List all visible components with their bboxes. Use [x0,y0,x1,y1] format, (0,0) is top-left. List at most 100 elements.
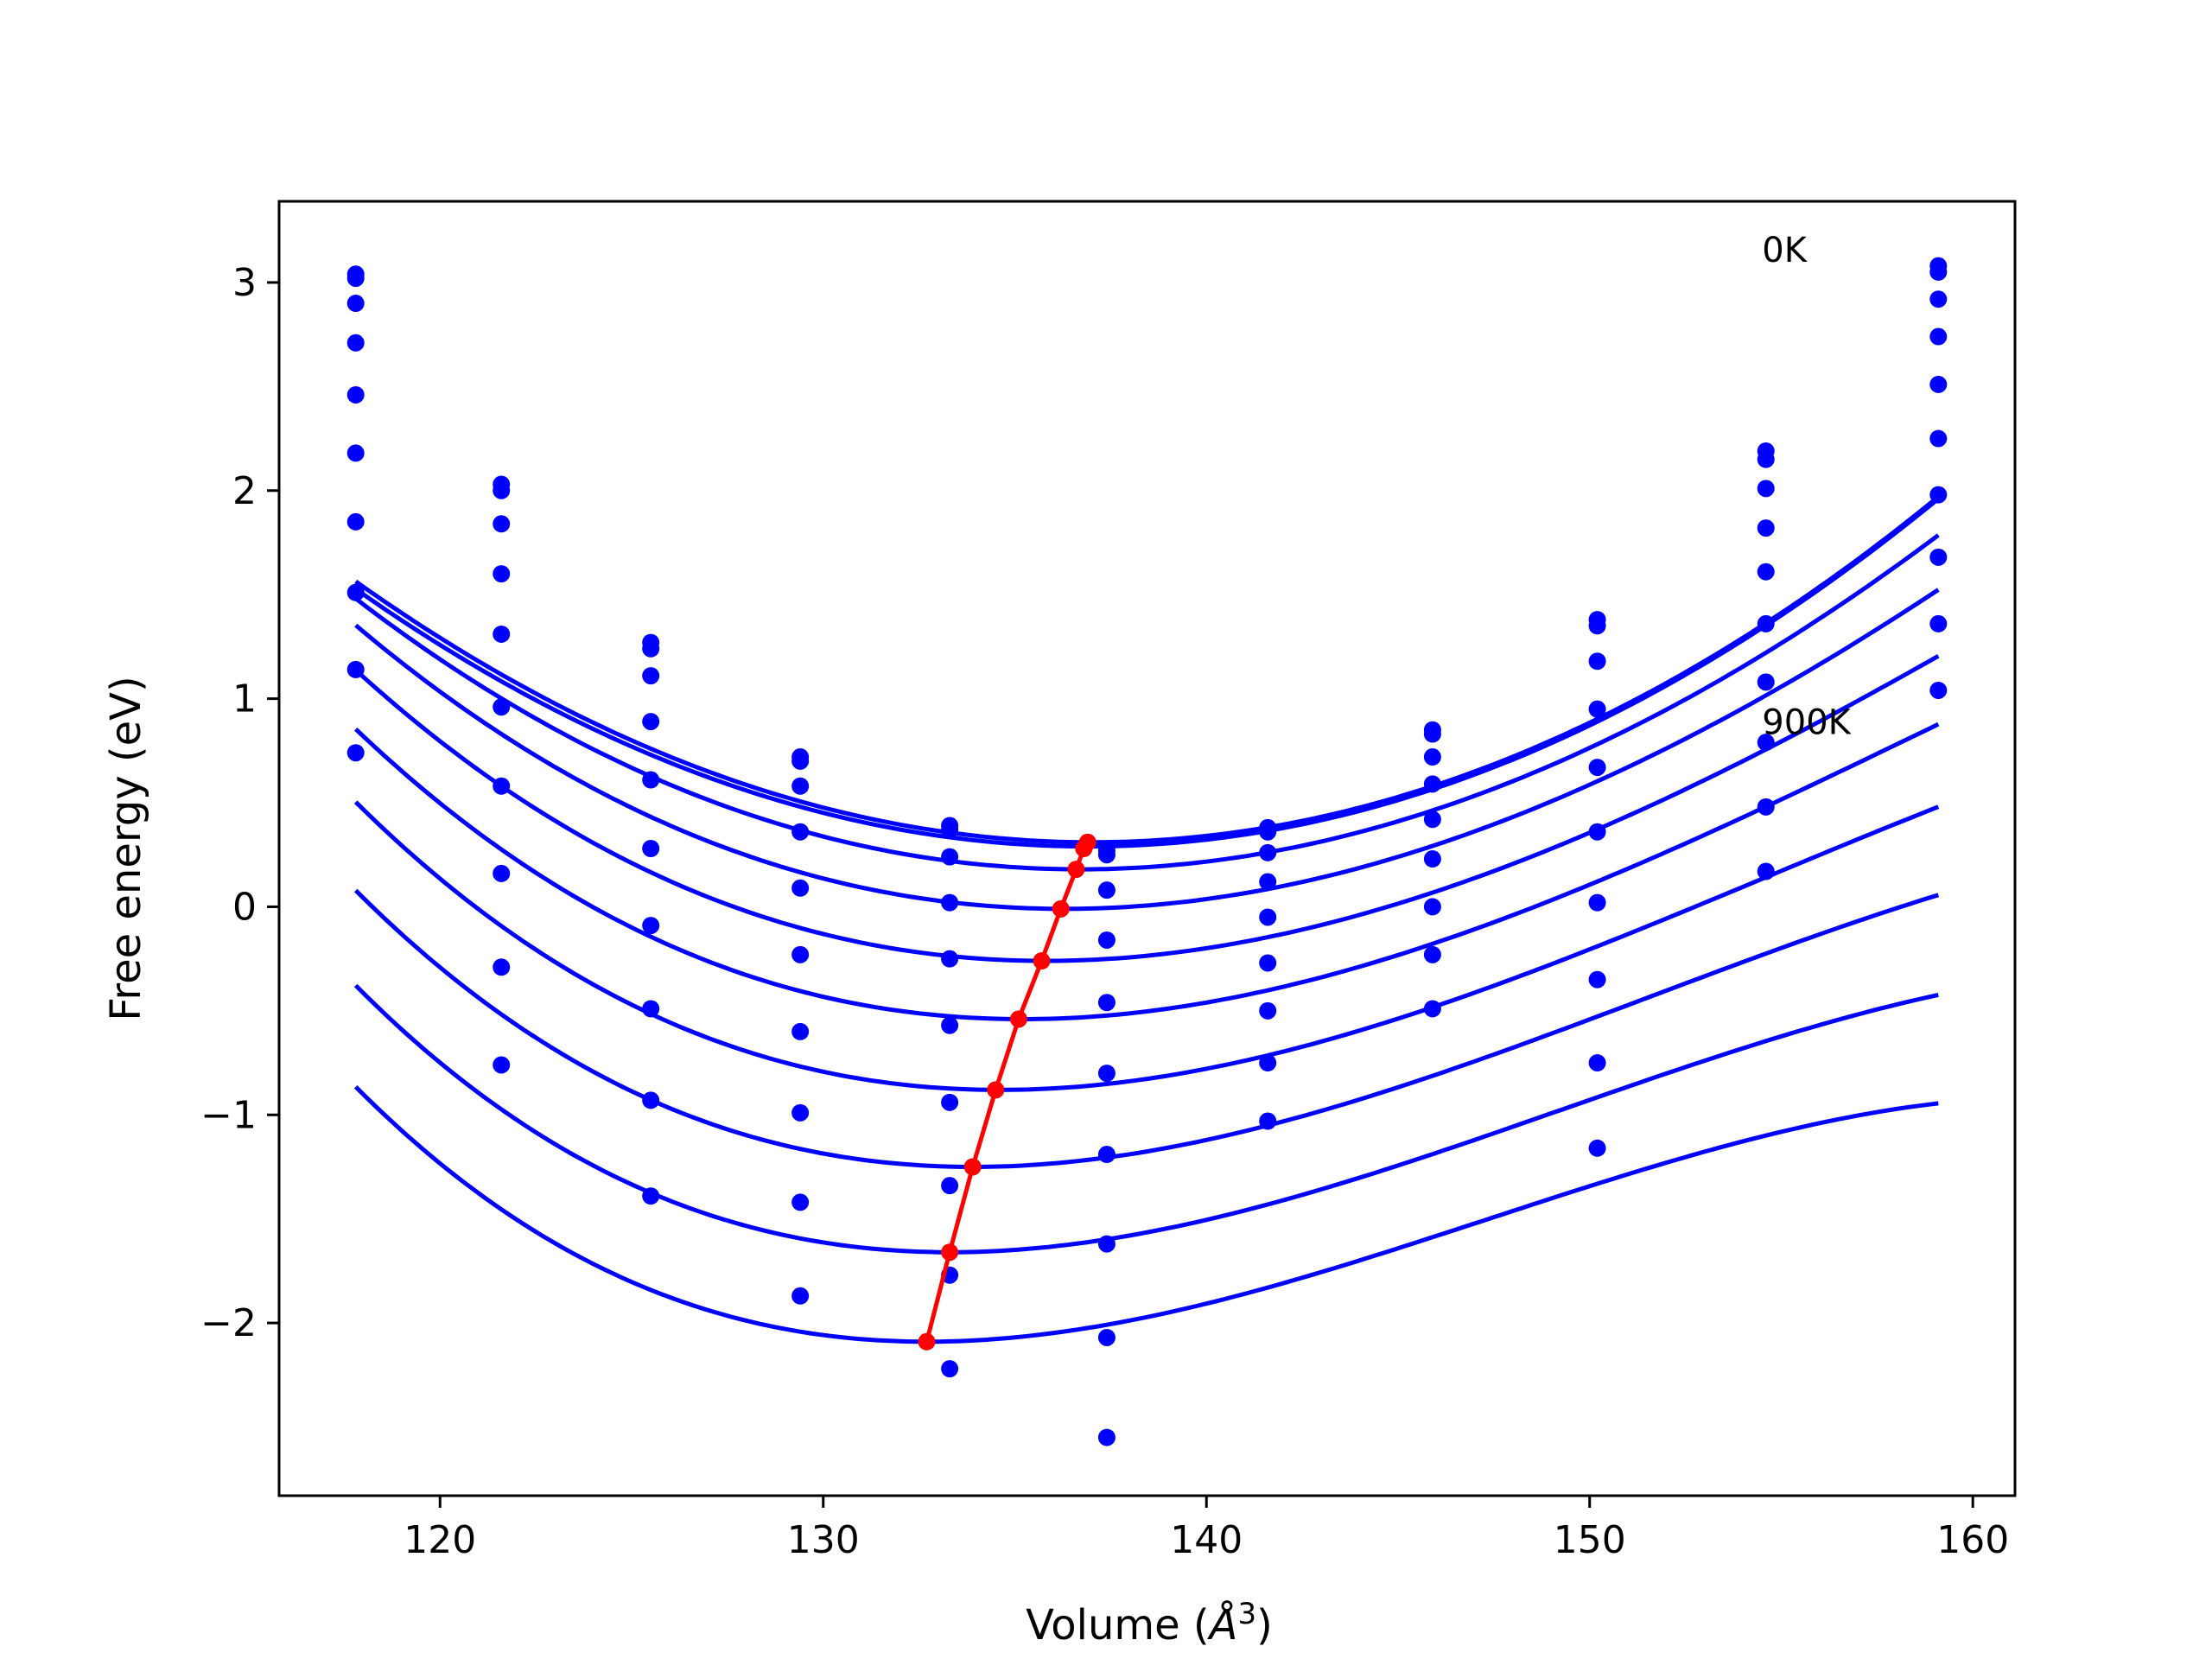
fit-curve-500K [353,721,1940,1021]
plot-area [346,257,1948,1446]
data-point [1757,450,1775,468]
fit-curve-100K [354,497,1940,849]
minima-point [1033,952,1051,970]
fit-curve-300K [354,588,1940,912]
data-point [1588,617,1606,635]
data-point [1929,263,1948,281]
data-point [1097,846,1116,864]
data-points [346,257,1948,1446]
fit-curve-200K [354,533,1940,872]
data-point [493,481,511,499]
minima-path [925,841,1090,1343]
data-point [1097,1146,1116,1164]
data-point [791,945,810,963]
data-point [493,565,511,583]
data-point [1929,290,1948,308]
minima-point [1067,861,1085,879]
x-tick-label: 160 [1936,1518,2009,1562]
data-point [346,744,365,762]
data-point [1757,673,1775,691]
data-point [493,864,511,882]
data-point [1929,548,1948,566]
data-point [493,698,511,716]
data-point [1423,748,1441,766]
data-point [791,1193,810,1211]
data-point [1259,1001,1277,1020]
data-point [1588,823,1606,841]
data-point [1588,1139,1606,1157]
data-point [642,667,660,685]
minima-line [918,833,1096,1351]
data-point [1259,908,1277,926]
data-point [346,660,365,678]
minima-point [963,1158,982,1176]
data-point [791,1287,810,1305]
x-tick-label: 120 [404,1518,476,1562]
data-point [642,1091,660,1109]
x-tick-label: 150 [1554,1518,1626,1562]
data-point [1757,614,1775,632]
data-point [791,752,810,770]
data-point [791,777,810,795]
data-point [1929,429,1948,448]
fit-curve-600K [353,800,1940,1092]
data-point [1929,327,1948,346]
data-point [493,958,511,976]
data-point [1423,810,1441,829]
data-point [1259,823,1277,841]
fit-curve-400K [354,654,1940,963]
data-point [1423,725,1441,743]
data-point [1259,954,1277,972]
minima-point [987,1081,1005,1099]
fit-curve-800K [353,983,1939,1255]
minima-point [1075,840,1093,857]
data-point [941,848,959,866]
data-point [1097,994,1116,1012]
data-point [1423,898,1441,916]
data-point [1097,1328,1116,1346]
fit-curve-700K [353,888,1940,1169]
x-axis: 120 130 140 150 160 [404,1496,2009,1562]
minima-point [918,1332,936,1351]
data-point [791,823,810,841]
data-point [346,583,365,601]
minima-point [1052,899,1070,918]
data-point [1757,519,1775,537]
data-point [1929,486,1948,504]
data-point [1097,881,1116,899]
data-point [642,771,660,789]
data-point [1097,1428,1116,1446]
annotation-label: 900K [1762,703,1852,743]
y-tick-label: 1 [232,677,257,721]
y-tick-label: −2 [200,1301,257,1345]
data-point [493,1056,511,1074]
data-point [1588,700,1606,718]
annotation-label: 0K [1762,231,1808,270]
annotations: 0K 900K [1762,231,1852,743]
data-point [346,295,365,313]
data-point [941,1016,959,1034]
y-tick-label: −1 [200,1093,257,1137]
y-tick-label: 3 [232,261,257,305]
data-point [642,1000,660,1018]
data-point [1259,873,1277,891]
fit-curve-900K [353,1085,1939,1344]
data-point [1097,931,1116,949]
axes-frame [277,200,2017,1497]
data-point [1588,970,1606,988]
y-tick-label: 2 [232,469,257,513]
y-axis: −2 −1 0 1 2 3 [200,261,279,1345]
data-point [1259,843,1277,861]
minima-point [1009,1010,1027,1028]
data-point [941,1093,959,1111]
data-point [1588,893,1606,912]
data-point [941,950,959,968]
data-point [941,1360,959,1378]
data-point [346,334,365,352]
data-point [791,1022,810,1040]
data-point [791,879,810,897]
data-point [1757,734,1775,752]
data-point [1757,862,1775,880]
data-point [791,1103,810,1122]
